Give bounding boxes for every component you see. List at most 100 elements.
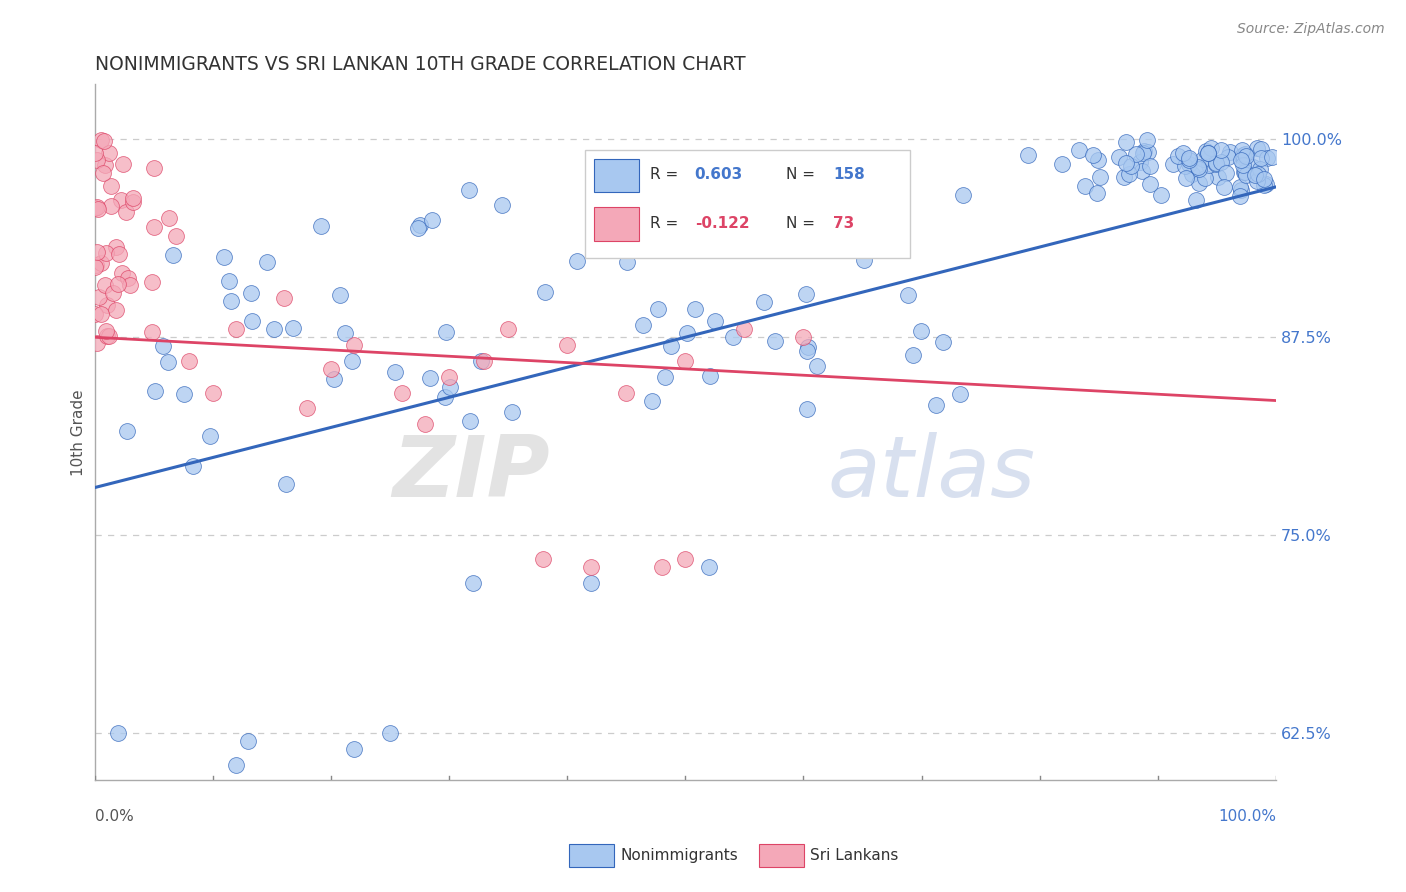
Point [165,229,187,244]
Point [1212,180,1234,194]
Point [1234,148,1257,162]
Point [1250,142,1272,156]
Point [676,326,699,341]
Point [614,385,637,400]
Text: Nonimmigrants: Nonimmigrants [620,848,738,863]
Point [790,192,813,206]
Point [218,274,240,288]
Text: 158: 158 [832,167,865,182]
Point [1192,153,1215,167]
Point [1017,148,1039,162]
Text: N =: N = [786,167,820,182]
Point [458,414,481,428]
Point [852,252,875,267]
Point [437,369,460,384]
Point [1233,146,1256,161]
Point [1211,155,1233,169]
Point [434,326,457,340]
Point [1108,150,1130,164]
Point [90,256,112,270]
Point [461,575,484,590]
Text: 0.0%: 0.0% [94,809,134,824]
Point [96,324,118,338]
Point [567,253,589,268]
Point [1150,188,1173,202]
Point [83,260,105,274]
Point [579,559,602,574]
Point [141,275,163,289]
Point [491,198,513,212]
Point [1171,146,1194,161]
Point [949,387,972,401]
Point [343,741,366,756]
Text: R =: R = [650,167,683,182]
Point [1197,145,1219,160]
Point [733,322,755,336]
Point [152,339,174,353]
Point [496,322,519,336]
Point [333,326,356,341]
Point [90,133,112,147]
Point [83,145,105,160]
Point [86,245,108,260]
Point [901,347,924,361]
Text: 0.603: 0.603 [695,167,742,182]
Point [1074,179,1097,194]
Point [105,240,128,254]
Point [162,248,184,262]
Point [1229,179,1251,194]
Point [96,329,118,343]
Point [1216,150,1239,164]
Point [752,295,775,310]
Text: Sri Lankans: Sri Lankans [810,848,898,863]
Point [1188,176,1211,190]
Point [659,339,682,353]
Point [647,302,669,317]
Point [1139,159,1161,173]
Point [94,159,117,173]
Point [721,330,744,344]
Point [889,199,911,213]
Point [273,291,295,305]
Point [323,372,346,386]
Point [100,199,122,213]
Point [391,385,413,400]
Point [110,266,132,280]
Point [1247,167,1270,181]
Point [93,134,115,148]
Point [236,734,259,748]
Point [406,220,429,235]
Point [1254,177,1277,191]
Point [1229,183,1251,197]
Point [1137,145,1160,159]
Point [897,288,920,302]
Point [240,314,263,328]
Point [1246,174,1268,188]
Point [1230,153,1253,167]
Point [1230,143,1253,157]
Point [810,182,832,196]
Point [86,335,108,350]
Text: ZIP: ZIP [392,433,550,516]
Point [122,194,145,209]
Point [1234,168,1257,182]
Point [105,303,128,318]
Point [86,201,108,215]
Point [181,459,204,474]
Point [910,325,932,339]
Point [87,202,110,216]
Point [1081,147,1104,161]
Point [87,290,110,304]
Point [1121,159,1143,173]
Point [796,340,818,354]
Point [219,294,242,309]
Point [1250,151,1272,165]
Point [1215,166,1237,180]
Point [384,365,406,379]
Point [434,390,457,404]
Point [1233,165,1256,179]
Point [1256,151,1278,165]
Point [1136,133,1159,147]
Point [263,322,285,336]
Point [96,298,118,312]
